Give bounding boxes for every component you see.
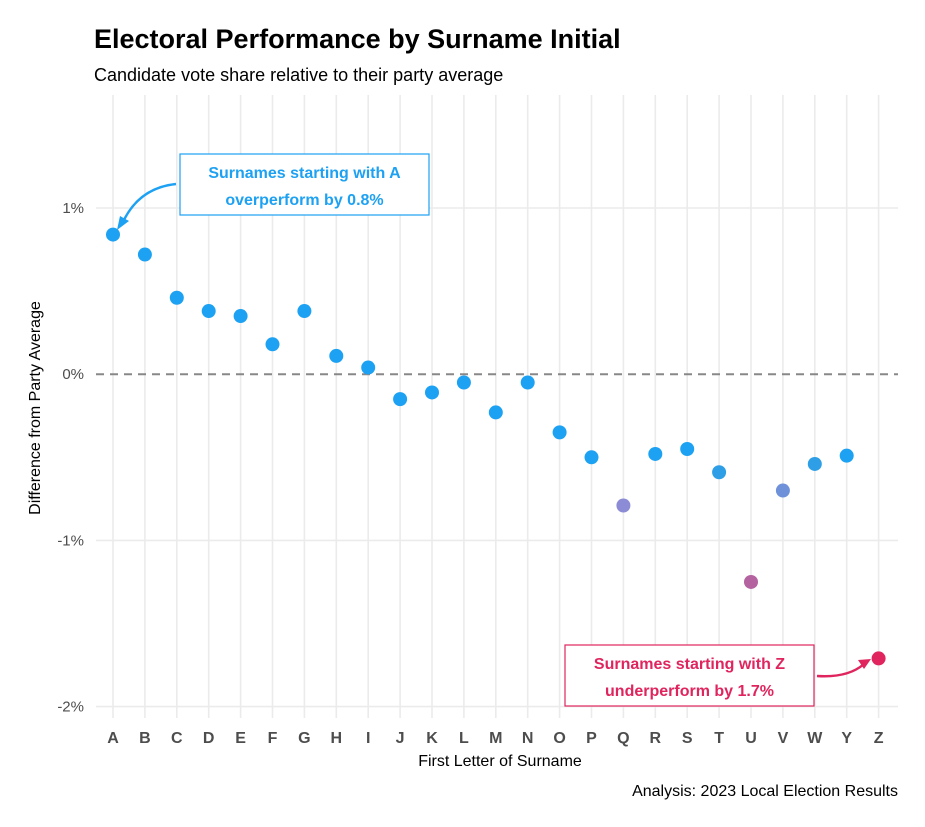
data-point-g <box>297 304 312 319</box>
x-tick-label: F <box>268 730 278 747</box>
x-tick-label: C <box>171 730 183 747</box>
data-point-y <box>839 448 854 463</box>
data-point-q <box>616 498 631 513</box>
y-axis-ticks: 1% 0% -1% -2% <box>57 200 84 716</box>
x-tick-label: V <box>778 730 789 747</box>
data-point-v <box>775 483 790 498</box>
x-tick-label: Q <box>617 730 629 747</box>
data-point-f <box>265 337 280 352</box>
x-tick-label: O <box>553 730 565 747</box>
data-point-i <box>361 360 376 375</box>
y-tick-label: -1% <box>57 532 84 549</box>
annotation-a-arrowhead <box>117 216 129 230</box>
annotation-a-line-2: overperform by 0.8% <box>225 192 383 209</box>
x-tick-label: H <box>331 730 343 747</box>
data-point-l <box>456 375 471 390</box>
y-tick-label: -2% <box>57 699 84 716</box>
annotation-z-line-2: underperform by 1.7% <box>605 683 774 700</box>
y-axis-label: Difference from Party Average <box>27 301 44 515</box>
x-tick-label: P <box>586 730 597 747</box>
x-tick-label: J <box>396 730 405 747</box>
x-tick-label: R <box>650 730 662 747</box>
data-point-j <box>393 392 408 407</box>
data-point-z <box>871 651 886 666</box>
x-tick-label: D <box>203 730 215 747</box>
data-point-n <box>520 375 535 390</box>
x-tick-label: K <box>426 730 438 747</box>
x-tick-label: M <box>489 730 502 747</box>
x-tick-label: W <box>807 730 823 747</box>
x-tick-label: E <box>235 730 246 747</box>
x-tick-label: U <box>745 730 757 747</box>
x-tick-label: Y <box>841 730 852 747</box>
chart-caption: Analysis: 2023 Local Election Results <box>632 783 898 800</box>
chart-subtitle: Candidate vote share relative to their p… <box>94 65 503 85</box>
x-tick-label: N <box>522 730 534 747</box>
data-points <box>106 227 886 666</box>
chart-title: Electoral Performance by Surname Initial <box>94 24 621 54</box>
data-point-c <box>169 290 184 305</box>
annotation-z-arrow <box>816 663 865 678</box>
annotation-a-arrow <box>120 182 177 225</box>
data-point-u <box>744 574 758 589</box>
data-point-w <box>807 456 822 471</box>
y-tick-label: 1% <box>62 200 84 217</box>
annotation-a: Surnames starting with A overperform by … <box>117 153 430 230</box>
y-tick-label: 0% <box>62 366 84 383</box>
x-tick-label: G <box>298 730 310 747</box>
x-axis-label: First Letter of Surname <box>418 753 582 770</box>
data-point-r <box>648 446 663 461</box>
data-point-a <box>106 227 120 242</box>
data-point-k <box>425 385 439 400</box>
annotation-z-box <box>564 644 815 707</box>
data-point-t <box>712 465 727 480</box>
data-point-b <box>137 247 152 262</box>
annotation-a-line-1: Surnames starting with A <box>208 165 401 182</box>
data-point-e <box>233 309 248 324</box>
x-tick-label: A <box>107 730 119 747</box>
x-tick-label: Z <box>874 730 884 747</box>
annotation-z-line-1: Surnames starting with Z <box>594 656 785 673</box>
data-point-p <box>584 450 599 465</box>
x-tick-label: L <box>459 730 469 747</box>
data-point-m <box>488 405 503 420</box>
data-point-o <box>552 425 567 440</box>
x-tick-label: S <box>682 730 693 747</box>
x-tick-label: B <box>139 730 151 747</box>
annotation-z: Surnames starting with Z underperform by… <box>564 644 871 707</box>
data-point-h <box>329 348 344 363</box>
data-point-s <box>680 441 695 456</box>
x-tick-label: T <box>714 730 724 747</box>
x-tick-label: I <box>366 730 370 747</box>
annotation-a-box <box>179 153 430 216</box>
annotation-z-arrowhead <box>858 659 871 669</box>
data-point-d <box>201 304 216 319</box>
